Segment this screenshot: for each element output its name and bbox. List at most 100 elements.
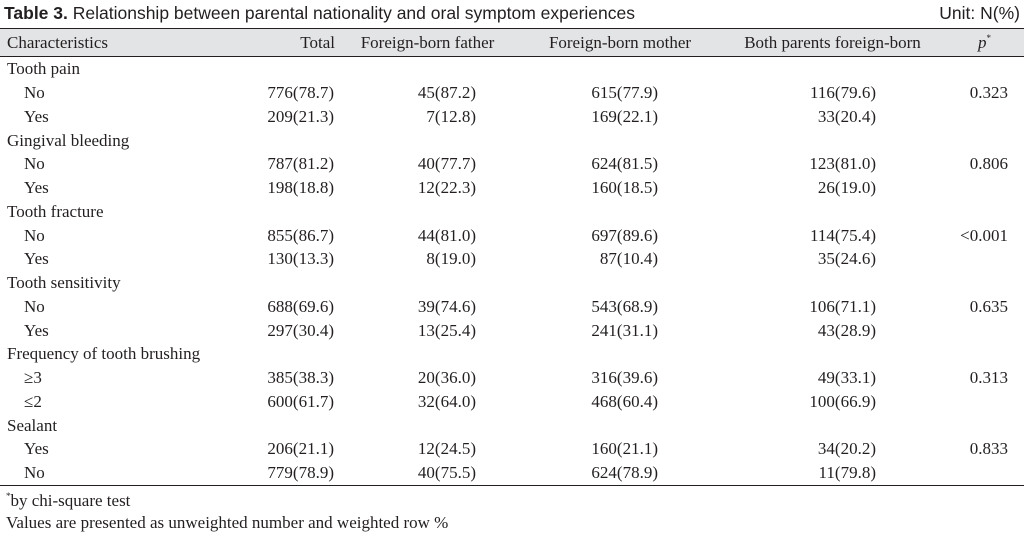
group-row: Sealant: [0, 413, 1024, 437]
table-row: Yes 209(21.3) 7(12.8) 169(22.1) 33(20.4): [0, 105, 1024, 129]
cell-category: ≥3: [24, 368, 42, 388]
data-table: Characteristics Total Foreign-born fathe…: [0, 28, 1024, 486]
cell-p-value: 0.806: [969, 154, 1008, 174]
unit-label: Unit: N(%): [939, 3, 1020, 23]
cell-total: 206(21.1): [267, 439, 334, 459]
cell-both: 26(19.0): [817, 178, 876, 198]
table-row: Yes 206(21.1) 12(24.5) 160(21.1) 34(20.2) 0.8…: [0, 437, 1024, 461]
cell-p-value: [945, 105, 1024, 129]
group-row: Frequency of tooth brushing: [0, 342, 1024, 366]
table-row: Yes 297(30.4) 13(25.4) 241(31.1) 43(28.9): [0, 318, 1024, 342]
footnote: *by chi-square test: [6, 485, 130, 512]
cell-mother: 624(78.9): [520, 460, 720, 486]
cell-both: 106(71.1): [809, 296, 876, 316]
cell-total: 688(69.6): [267, 296, 334, 316]
cell-category: Yes: [24, 439, 49, 459]
cell-father: 12(22.3): [417, 178, 476, 198]
cell-both: 34(20.2): [817, 439, 876, 459]
group-label: Frequency of tooth brushing: [7, 344, 201, 364]
cell-total: 198(18.8): [267, 178, 334, 198]
cell-mother: 87(10.4): [599, 249, 658, 269]
cell-total: 209(21.3): [267, 106, 334, 126]
group-row: Tooth pain: [0, 57, 1024, 81]
table-row: No 776(78.7) 45(87.2) 615(77.9) 116(79.6) 0.3…: [0, 81, 1024, 105]
cell-total: 776(78.7): [267, 83, 334, 103]
cell-father: 40(75.5): [335, 460, 520, 486]
cell-p-value: 0.635: [969, 296, 1008, 316]
cell-p-value: <0.001: [960, 225, 1008, 245]
cell-mother: 160(21.1): [591, 439, 658, 459]
table-caption: Table 3. Relationship between parental n…: [4, 2, 1020, 24]
cell-total: 385(38.3): [267, 368, 334, 388]
table-row: No 779(78.9) 40(75.5) 624(78.9) 11(79.8): [0, 460, 1024, 486]
cell-p-value: [945, 460, 1024, 486]
cell-father: 20(36.0): [417, 368, 476, 388]
table-row: No 855(86.7) 44(81.0) 697(89.6) 114(75.4) <0.…: [0, 223, 1024, 247]
col-header-p: p*: [945, 28, 1024, 57]
cell-p-value: 0.313: [969, 368, 1008, 388]
cell-mother: 241(31.1): [591, 320, 658, 340]
cell-category: Yes: [24, 178, 49, 198]
cell-total: 297(30.4): [267, 320, 334, 340]
table-row: Yes 198(18.8) 12(22.3) 160(18.5) 26(19.0): [0, 176, 1024, 200]
values-note: Values are presented as unweighted numbe…: [6, 513, 449, 532]
group-row: Tooth sensitivity: [0, 271, 1024, 295]
cell-father: 45(87.2): [417, 83, 476, 103]
p-footnote-mark: *: [986, 32, 992, 43]
cell-category: Yes: [24, 320, 49, 340]
cell-category: No: [24, 154, 45, 174]
cell-category: Yes: [24, 106, 49, 126]
col-header-mother: Foreign-born mother: [520, 28, 720, 57]
cell-both: 11(79.8): [720, 460, 945, 486]
cell-p-value: [945, 176, 1024, 200]
cell-category: Yes: [24, 249, 49, 269]
cell-both: 35(24.6): [817, 249, 876, 269]
cell-mother: 697(89.6): [591, 225, 658, 245]
cell-father: 7(12.8): [426, 106, 476, 126]
cell-mother: 543(68.9): [591, 296, 658, 316]
col-header-father: Foreign-born father: [335, 28, 520, 57]
cell-category: No: [24, 83, 45, 103]
cell-mother: 316(39.6): [591, 368, 658, 388]
cell-father: 8(19.0): [426, 249, 476, 269]
cell-total: 779(78.9): [212, 460, 335, 486]
cell-mother: 169(22.1): [591, 106, 658, 126]
group-row: Gingival bleeding: [0, 128, 1024, 152]
cell-father: 39(74.6): [417, 296, 476, 316]
cell-both: 100(66.9): [809, 391, 876, 411]
table-row: ≥3 385(38.3) 20(36.0) 316(39.6) 49(33.1) 0.31…: [0, 366, 1024, 390]
table-row: No 787(81.2) 40(77.7) 624(81.5) 123(81.0) 0.8…: [0, 152, 1024, 176]
table-label: Table 3.: [4, 3, 68, 23]
cell-father: 40(77.7): [417, 154, 476, 174]
cell-both: 43(28.9): [817, 320, 876, 340]
cell-p-value: [945, 318, 1024, 342]
cell-total: 787(81.2): [267, 154, 334, 174]
cell-category: No: [24, 296, 45, 316]
cell-father: 12(24.5): [417, 439, 476, 459]
group-label: Tooth sensitivity: [7, 273, 121, 293]
cell-p-value: 0.833: [969, 439, 1008, 459]
table-body: Tooth pain No 776(78.7) 45(87.2) 615(77.9) 11…: [0, 57, 1024, 486]
cell-mother: 160(18.5): [591, 178, 658, 198]
group-label: Tooth fracture: [7, 201, 104, 221]
table-row: ≤2 600(61.7) 32(64.0) 468(60.4) 100(66.9): [0, 390, 1024, 414]
col-header-both: Both parents foreign-born: [720, 28, 945, 57]
cell-category: No: [24, 225, 45, 245]
cell-father: 44(81.0): [417, 225, 476, 245]
cell-total: 600(61.7): [267, 391, 334, 411]
table-title: Relationship between parental nationalit…: [67, 3, 636, 23]
cell-mother: 624(81.5): [591, 154, 658, 174]
table-row: No 688(69.6) 39(74.6) 543(68.9) 106(71.1) 0.6…: [0, 295, 1024, 319]
cell-p-value: [945, 247, 1024, 271]
footnote-mark: *: [6, 491, 11, 501]
cell-both: 123(81.0): [809, 154, 876, 174]
cell-mother: 615(77.9): [591, 83, 658, 103]
cell-category: ≤2: [24, 391, 42, 411]
cell-p-value: [945, 390, 1024, 414]
cell-both: 33(20.4): [817, 106, 876, 126]
cell-category: No: [0, 460, 212, 486]
cell-total: 855(86.7): [267, 225, 334, 245]
cell-both: 114(75.4): [810, 225, 876, 245]
group-label: Tooth pain: [7, 59, 80, 79]
